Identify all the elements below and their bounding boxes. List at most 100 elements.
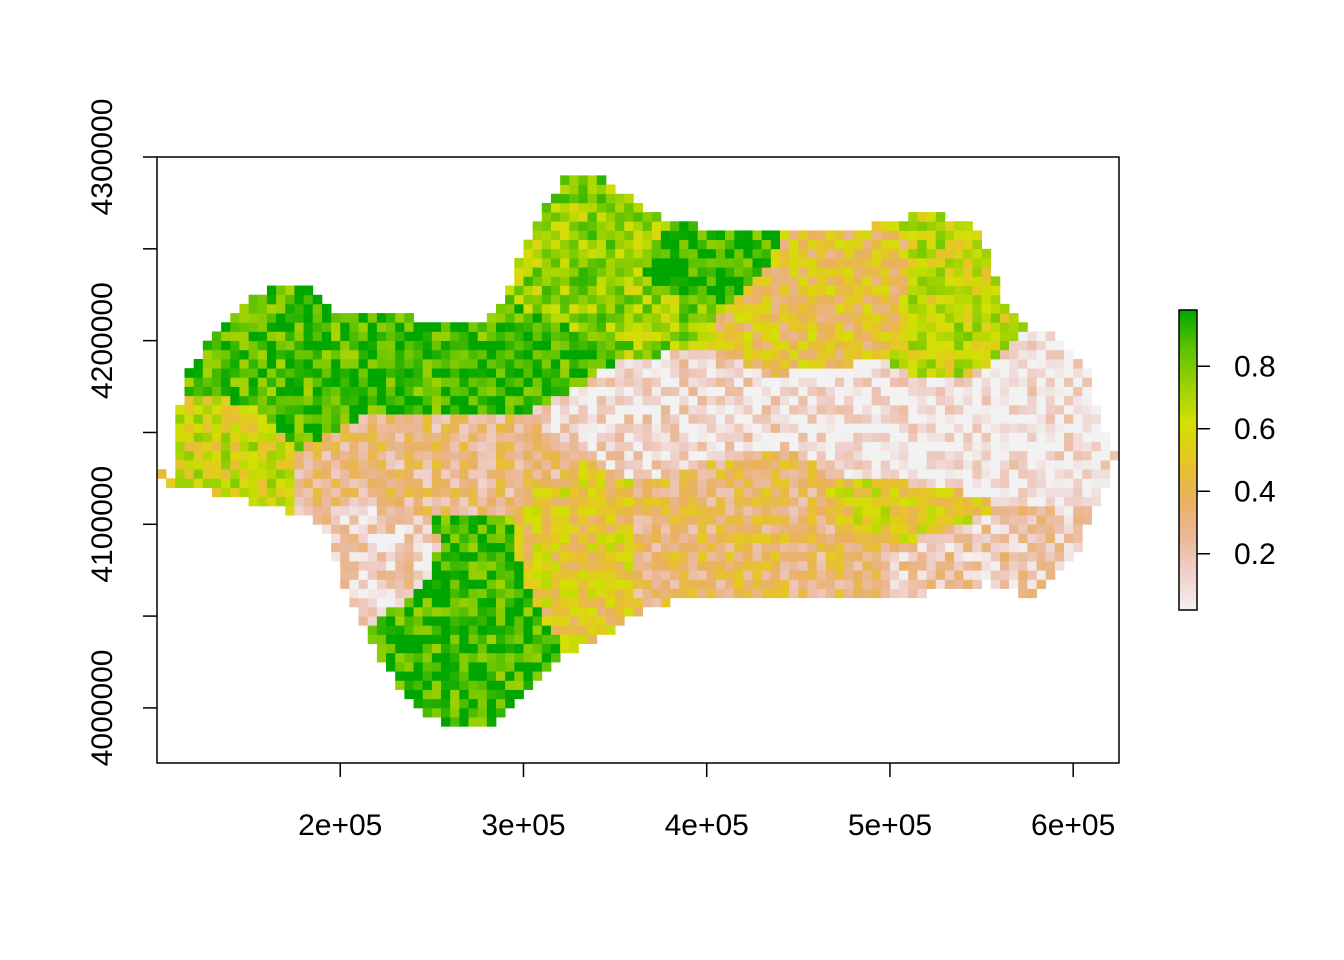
raster-cell (761, 239, 772, 250)
raster-cell (679, 533, 689, 544)
raster-cell (569, 625, 579, 635)
raster-cell (404, 377, 414, 387)
raster-cell (917, 386, 927, 397)
raster-cell (303, 294, 314, 305)
raster-cell (834, 258, 845, 268)
raster-cell (578, 386, 589, 397)
raster-cell (367, 505, 378, 516)
raster-cell (981, 469, 992, 479)
raster-cell (715, 248, 726, 259)
raster-cell (734, 294, 744, 305)
raster-cell (248, 469, 259, 479)
raster-cell (853, 276, 863, 286)
raster-cell (944, 542, 955, 553)
raster-cell (257, 313, 268, 323)
raster-cell (486, 542, 497, 553)
raster-cell (248, 450, 259, 461)
raster-cell (349, 450, 359, 461)
raster-cell (468, 643, 479, 654)
raster-cell (844, 561, 854, 571)
raster-cell (999, 386, 1010, 397)
raster-cell (248, 460, 259, 470)
raster-cell (221, 469, 231, 479)
raster-cell (633, 606, 643, 617)
raster-cell (605, 285, 616, 296)
raster-cell (670, 340, 680, 351)
raster-cell (624, 212, 634, 222)
raster-cell (816, 496, 827, 507)
raster-cell (972, 258, 982, 268)
raster-cell (1091, 478, 1102, 488)
raster-cell (899, 432, 909, 443)
raster-cell (679, 579, 689, 589)
raster-cell (386, 340, 396, 351)
raster-cell (386, 606, 396, 617)
raster-cell (303, 496, 314, 507)
raster-cell (486, 359, 497, 369)
raster-cell (376, 606, 387, 617)
raster-cell (550, 625, 561, 635)
raster-cell (560, 230, 570, 241)
raster-cell (193, 432, 204, 443)
raster-cell (1073, 496, 1083, 507)
raster-cell (404, 414, 414, 424)
raster-cell (825, 359, 836, 369)
raster-cell (596, 606, 607, 617)
raster-cell (917, 432, 927, 443)
raster-cell (431, 478, 442, 488)
raster-cell (880, 588, 891, 599)
raster-cell (706, 359, 717, 369)
raster-cell (899, 239, 909, 250)
raster-cell (422, 359, 433, 369)
raster-cell (459, 496, 469, 507)
raster-cell (404, 643, 414, 654)
raster-cell (1009, 496, 1019, 507)
raster-cell (908, 248, 918, 259)
raster-cell (1018, 432, 1028, 443)
raster-cell (917, 487, 927, 498)
raster-cell (358, 551, 369, 562)
raster-cell (541, 469, 552, 479)
raster-cell (431, 579, 442, 589)
raster-cell (670, 505, 680, 516)
raster-cell (294, 359, 304, 369)
raster-cell (431, 616, 442, 626)
raster-cell (276, 487, 286, 498)
raster-cell (294, 349, 304, 360)
raster-cell (990, 542, 1001, 553)
raster-cell (413, 634, 424, 645)
raster-cell (266, 303, 277, 314)
raster-cell (999, 579, 1010, 589)
raster-cell (303, 331, 314, 342)
raster-cell (899, 533, 909, 544)
raster-cell (1045, 349, 1056, 360)
raster-cell (358, 597, 369, 608)
raster-cell (752, 496, 763, 507)
raster-cell (550, 432, 561, 443)
raster-cell (798, 450, 808, 461)
raster-cell (963, 349, 973, 360)
raster-cell (532, 423, 543, 433)
raster-cell (569, 377, 579, 387)
raster-cell (486, 404, 497, 415)
raster-cell (230, 349, 240, 360)
raster-cell (541, 313, 552, 323)
raster-cell (816, 294, 827, 305)
raster-cell (468, 441, 479, 452)
raster-cell (1045, 478, 1056, 488)
raster-cell (926, 276, 937, 286)
raster-cell (670, 561, 680, 571)
raster-cell (1018, 368, 1028, 378)
raster-cell (1018, 460, 1028, 470)
raster-cell (550, 349, 561, 360)
raster-cell (450, 689, 460, 700)
raster-cell (550, 230, 561, 241)
raster-cell (587, 202, 598, 213)
raster-cell (486, 469, 497, 479)
raster-cell (450, 680, 460, 690)
raster-cell (834, 515, 845, 525)
raster-cell (807, 505, 818, 516)
raster-cell (715, 331, 726, 342)
raster-cell (688, 258, 698, 268)
raster-cell (532, 248, 543, 259)
